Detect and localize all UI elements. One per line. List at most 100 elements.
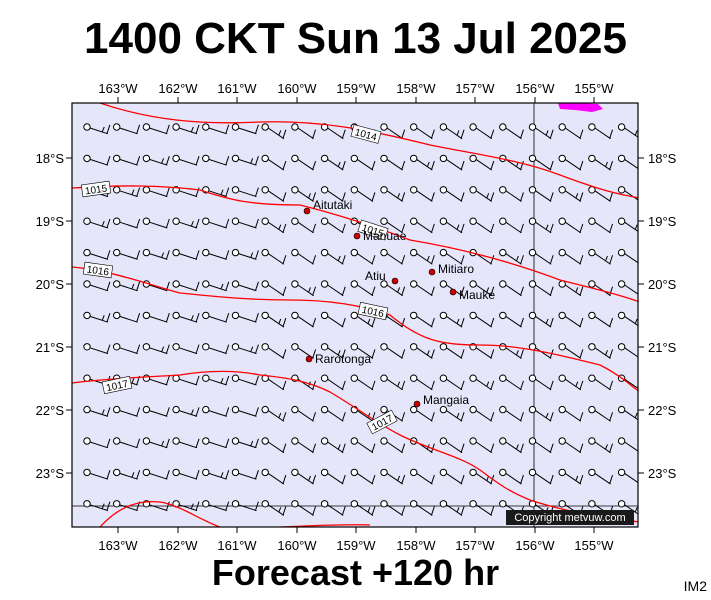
wind-barb [617, 468, 638, 484]
isobar-1014 [99, 103, 638, 199]
place-label-atiu: Atiu [365, 269, 386, 283]
wind-barb [202, 280, 230, 292]
wind-barb [588, 311, 614, 328]
map-frame [71, 102, 639, 528]
lat-label: 22°S [648, 403, 677, 418]
wind-barb [558, 468, 584, 485]
lon-label: 160°W [277, 538, 317, 553]
wind-barb [291, 186, 317, 202]
wind-barb [83, 405, 111, 417]
lon-label: 156°W [515, 81, 555, 96]
wind-barb [320, 154, 346, 171]
wind-barb [558, 154, 584, 171]
copyright-box: Copyright metvuw.com [506, 510, 634, 525]
isobar-1017 [72, 370, 638, 523]
wind-barb [202, 500, 230, 512]
wind-barb [380, 374, 406, 391]
wind-barb [320, 311, 346, 328]
wind-barb [291, 154, 317, 171]
wind-barb [172, 123, 200, 135]
wind-barb [410, 311, 435, 328]
lon-label: 158°W [396, 81, 436, 96]
wind-barb [83, 280, 111, 292]
wind-barb [320, 500, 346, 516]
wind-barb [380, 500, 406, 516]
wind-barb [113, 248, 141, 260]
wind-barb [231, 123, 259, 135]
lon-label: 162°W [158, 538, 198, 553]
place-marker-mangaia[interactable] [413, 400, 421, 408]
wind-barb [499, 217, 524, 234]
wind-barb [528, 217, 554, 234]
wind-barb [291, 437, 317, 454]
lat-label: 22°S [36, 403, 65, 418]
wind-barb [172, 217, 200, 229]
wind-barb [528, 154, 554, 171]
wind-barb [499, 437, 524, 454]
wind-barb [142, 405, 170, 417]
wind-barb [83, 217, 111, 229]
lon-label: 157°W [455, 538, 495, 553]
wind-barb [350, 280, 376, 297]
place-marker-manuae[interactable] [353, 232, 361, 240]
wind-barb [261, 248, 287, 265]
longitude-labels-top: 163°W 162°W 161°W 160°W 159°W 158°W 157°… [98, 81, 614, 96]
wind-barb [558, 217, 584, 234]
wind-barb [261, 186, 287, 202]
copyright-text: Copyright metvuw.com [514, 512, 625, 524]
lat-label: 19°S [648, 214, 677, 229]
wind-barb [202, 468, 230, 480]
wind-barb [439, 217, 465, 234]
wind-barb [410, 500, 435, 516]
wind-barb [261, 437, 287, 454]
wind-barb [113, 217, 141, 229]
rain-area [558, 103, 603, 112]
lon-label: 156°W [515, 538, 555, 553]
lon-label: 161°W [217, 81, 257, 96]
wind-barb [142, 437, 170, 449]
wind-barb [528, 248, 554, 265]
wind-barb [469, 154, 495, 171]
wind-barb [291, 280, 317, 297]
wind-barb [172, 311, 200, 323]
wind-barb [588, 343, 614, 359]
wind-barb [439, 186, 465, 202]
wind-barb [410, 405, 435, 422]
wind-barb [172, 437, 200, 449]
wind-barb [469, 217, 495, 234]
wind-barb [261, 280, 287, 297]
wind-barb [172, 343, 200, 355]
wind-barb [261, 405, 287, 422]
place-label-mangaia: Mangaia [423, 393, 469, 407]
latitude-labels-left: 18°S 19°S 20°S 21°S 22°S 23°S [36, 151, 65, 481]
wind-barb [528, 405, 554, 422]
wind-barb [261, 311, 287, 328]
wind-barb [380, 437, 406, 454]
wind-barb [499, 405, 524, 422]
wind-barb [350, 248, 376, 265]
wind-barb [142, 343, 170, 355]
wind-barb [291, 123, 317, 140]
place-marker-mauke[interactable] [449, 288, 457, 296]
wind-barb [410, 374, 435, 391]
place-marker-aitutaki[interactable] [303, 207, 311, 215]
wind-barb [320, 405, 346, 422]
wind-barb [439, 248, 465, 265]
place-marker-mitiaro[interactable] [428, 268, 436, 276]
wind-barb [320, 468, 346, 485]
map-title: 1400 CKT Sun 13 Jul 2025 [84, 14, 627, 63]
wind-barb [528, 123, 554, 140]
place-marker-rarotonga[interactable] [305, 355, 313, 363]
wind-barb [231, 405, 259, 417]
place-marker-atiu[interactable] [391, 277, 399, 285]
wind-barb [172, 500, 200, 512]
lon-label: 155°W [574, 538, 614, 553]
wind-barb [291, 468, 317, 485]
wind-barb [469, 311, 495, 328]
wind-barb [410, 280, 435, 297]
wind-barb [380, 186, 406, 202]
wind-barb [528, 343, 554, 359]
wind-barb [588, 217, 614, 234]
lat-label: 18°S [36, 151, 65, 166]
tick-marks [66, 97, 644, 533]
